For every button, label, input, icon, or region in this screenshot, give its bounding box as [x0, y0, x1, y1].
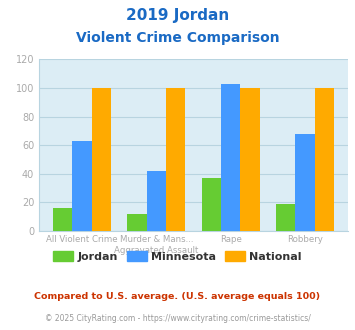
Bar [276, 204, 295, 231]
Bar [53, 208, 72, 231]
Bar [166, 88, 185, 231]
Bar [147, 171, 166, 231]
Bar [92, 88, 111, 231]
Text: © 2025 CityRating.com - https://www.cityrating.com/crime-statistics/: © 2025 CityRating.com - https://www.city… [45, 314, 310, 323]
Legend: Jordan, Minnesota, National: Jordan, Minnesota, National [49, 247, 306, 267]
Bar [72, 141, 92, 231]
Text: Violent Crime Comparison: Violent Crime Comparison [76, 31, 279, 45]
Bar [240, 88, 260, 231]
Text: Compared to U.S. average. (U.S. average equals 100): Compared to U.S. average. (U.S. average … [34, 292, 321, 301]
Text: 2019 Jordan: 2019 Jordan [126, 8, 229, 23]
Bar [202, 178, 221, 231]
Bar [127, 214, 147, 231]
Bar [221, 84, 240, 231]
Bar [295, 134, 315, 231]
Bar [315, 88, 334, 231]
